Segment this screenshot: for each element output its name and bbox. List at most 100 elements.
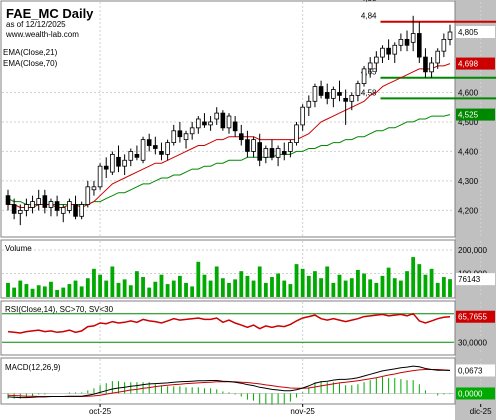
- candle-down: [318, 86, 324, 96]
- volume-bar: [441, 277, 446, 297]
- macd-title: MACD(12,26,9): [5, 363, 61, 372]
- candle-up: [398, 38, 404, 46]
- candle-up: [189, 127, 195, 135]
- volume-value-tag: 76143: [458, 275, 481, 284]
- candle-down: [159, 151, 164, 155]
- candle-down: [134, 153, 140, 158]
- volume-bar: [220, 278, 225, 297]
- candle-up: [48, 201, 54, 208]
- candle-up: [165, 142, 170, 155]
- volume-bar: [135, 271, 139, 297]
- candle-up: [435, 50, 441, 64]
- volume-bar: [417, 264, 422, 297]
- volume-bar: [141, 277, 145, 297]
- candlesticks: [5, 15, 453, 226]
- volume-bar: [257, 266, 262, 297]
- candle-down: [404, 38, 410, 46]
- macd-line: [7, 365, 451, 399]
- candle-down: [423, 56, 428, 73]
- candle-up: [67, 201, 72, 211]
- rsi-pane: [0, 300, 456, 356]
- volume-bar: [24, 284, 29, 297]
- last-price-tag: 4,805: [458, 28, 479, 37]
- candle-up: [361, 68, 367, 85]
- x-tick-label: nov-25: [290, 407, 315, 416]
- candle-up: [447, 31, 453, 40]
- candle-down: [220, 112, 226, 129]
- volume-bar: [368, 279, 373, 297]
- candle-up: [226, 115, 232, 129]
- volume-bar: [251, 280, 256, 297]
- price-tick-label: 4,400: [458, 147, 479, 156]
- volume-bar: [411, 257, 416, 297]
- support-resistance-levels: 4,84 4,65 4,58 4,90: [361, 0, 496, 100]
- candle-down: [324, 92, 330, 99]
- volume-bar: [61, 287, 66, 297]
- candle-down: [73, 204, 78, 217]
- candle-down: [386, 47, 391, 55]
- candle-down: [103, 165, 109, 170]
- volume-bar: [214, 266, 219, 297]
- macd-zero-tag: 0,0000: [458, 389, 483, 398]
- x-tick-label: dic-25: [470, 407, 492, 416]
- volume-bar: [263, 282, 268, 297]
- candle-down: [54, 201, 60, 211]
- volume-bar: [245, 275, 250, 297]
- volume-bar: [55, 289, 60, 297]
- volume-bar: [85, 278, 90, 297]
- volume-bar: [313, 271, 317, 297]
- macd-zero-tag-bg: [456, 387, 495, 400]
- volume-bar: [171, 280, 176, 297]
- volume-bar: [177, 275, 182, 297]
- volume-bar: [398, 280, 403, 297]
- volume-bar: [36, 285, 41, 297]
- volume-bar: [153, 281, 158, 297]
- candle-up: [30, 201, 35, 208]
- volume-bar: [349, 278, 354, 297]
- volume-pane: [0, 239, 456, 299]
- candle-down: [153, 145, 158, 149]
- volume-value-tag-bg: [456, 273, 495, 286]
- level-label: 4,84: [361, 12, 377, 21]
- volume-bar: [448, 279, 452, 297]
- volume-bar: [190, 286, 195, 297]
- rsi-tick-label: 30,0000: [458, 338, 487, 347]
- volume-bar: [288, 284, 293, 297]
- volume-bar: [337, 274, 342, 297]
- volume-bar: [429, 268, 434, 297]
- volume-bar: [386, 267, 391, 297]
- volume-bar: [380, 275, 385, 297]
- candle-down: [281, 151, 287, 155]
- candle-up: [288, 142, 293, 152]
- volume-tick-label: 200,000: [458, 246, 487, 255]
- volume-bar: [319, 278, 323, 297]
- candle-up: [380, 47, 385, 58]
- candle-down: [116, 156, 121, 167]
- candle-down: [42, 195, 48, 208]
- candle-up: [214, 112, 220, 120]
- level-label: 4,58: [361, 88, 377, 97]
- candle-down: [417, 33, 422, 58]
- volume-bar: [110, 266, 115, 297]
- candle-up: [79, 204, 84, 217]
- candle-down: [232, 121, 238, 132]
- volume-bar: [362, 273, 366, 297]
- rsi-series: [7, 312, 451, 334]
- candle-up: [24, 204, 29, 211]
- candle-down: [202, 121, 207, 126]
- ema70-legend: EMA(Close,70): [3, 59, 58, 68]
- as-of-date: as of 12/12/2025: [6, 20, 66, 29]
- volume-bar: [239, 271, 244, 297]
- site-url: www.wealth-lab.com: [5, 30, 79, 39]
- candle-up: [110, 153, 115, 173]
- candle-up: [367, 62, 373, 70]
- price-axis-strip: [455, 0, 496, 420]
- price-tick-label: 4,300: [458, 177, 479, 186]
- volume-bar: [30, 288, 35, 297]
- rsi-line: [7, 312, 451, 334]
- candle-up: [392, 44, 398, 55]
- volume-bar: [196, 261, 201, 297]
- level-label: 4,65: [361, 68, 377, 77]
